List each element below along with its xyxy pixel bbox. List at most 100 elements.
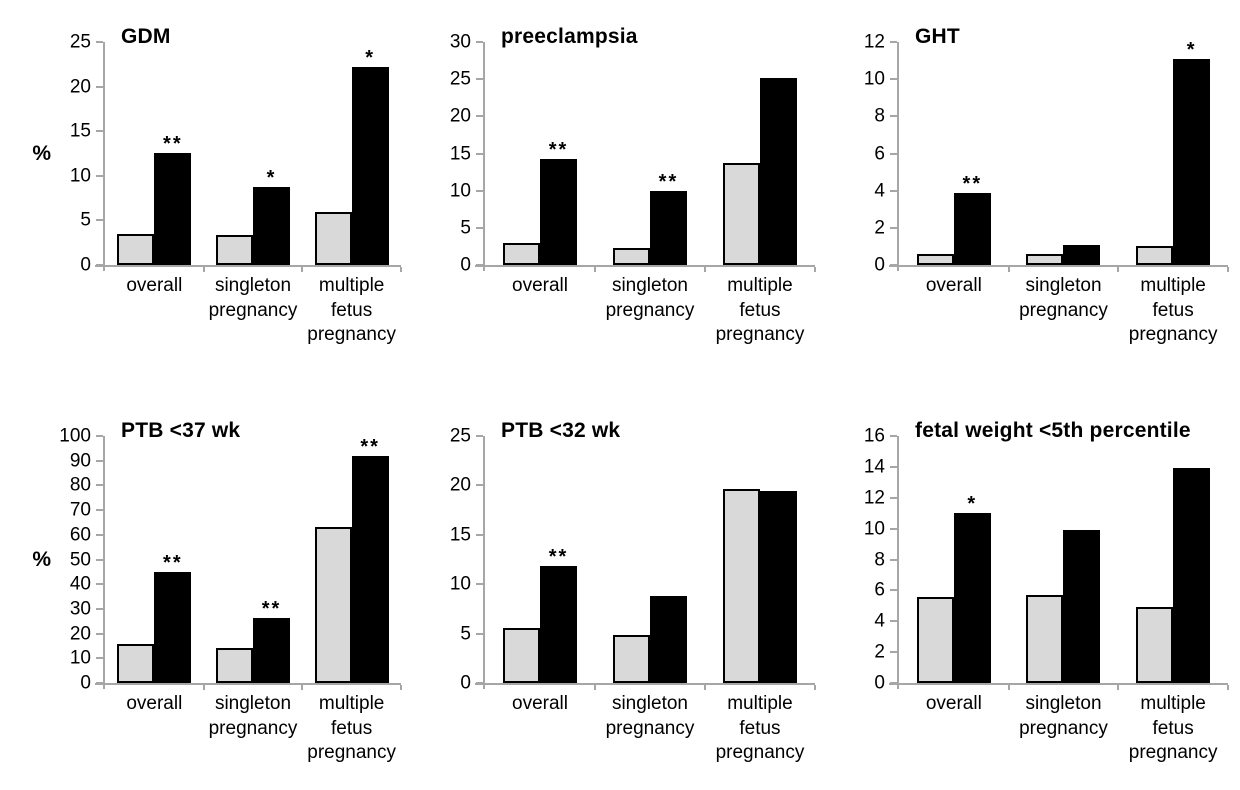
black-bar: ** (154, 134, 192, 265)
gray-bar (1026, 595, 1064, 684)
x-category-label-overall: overall (485, 274, 595, 348)
black-bar: * (953, 494, 991, 684)
gray-bar (612, 247, 650, 265)
plot-area: GDM% 0 5 10 15 20 25 ** * * (32, 25, 402, 275)
bar-group-singleton-pregnancy: * (204, 42, 303, 265)
x-axis-line (475, 265, 815, 267)
significance-marker: * (967, 493, 978, 516)
y-tick-label: 20 (69, 623, 91, 645)
x-axis-labels: overall singleton pregnancy multiple fetus pr… (0, 683, 413, 766)
x-tick (593, 685, 596, 691)
y-tick-label: 70 (69, 499, 91, 521)
x-tick (704, 685, 706, 691)
x-category-label-line: overall (126, 275, 183, 296)
y-tick-label: 20 (69, 76, 91, 98)
gray-bar (612, 634, 650, 684)
x-axis-labels: overall singleton pregnancy multiple fetus pr… (413, 265, 827, 348)
x-tick (301, 685, 304, 691)
black-bar (759, 78, 797, 265)
significance-marker: * (365, 46, 376, 69)
bar-group-multiple-fetus-pregnancy (705, 42, 815, 265)
x-tick (593, 267, 596, 272)
x-category-label-line: overall (925, 275, 982, 296)
x-category-label-line: pregnancy (1019, 299, 1108, 321)
x-category-label-overall: overall (485, 692, 595, 766)
y-tick-label: 5 (460, 623, 471, 645)
gray-bar (215, 234, 253, 265)
x-axis-line (475, 683, 815, 686)
black-bar (1063, 530, 1101, 684)
bar-group-multiple-fetus-pregnancy (705, 436, 815, 684)
y-tick-label: 10 (863, 68, 885, 90)
x-category-label-line: fetus (331, 299, 373, 321)
bar-group-overall: ** (485, 42, 595, 265)
x-category-label-line: pregnancy (715, 742, 805, 764)
chart-title: fetal weight <5th percentile (915, 419, 1191, 443)
y-tick-label: 100 (59, 425, 91, 447)
x-category-label-overall: overall (105, 274, 204, 348)
significance-marker: * (266, 166, 277, 189)
chart-ptb-37-wk: PTB <37 wk% 0 10 20 30 40 50 60 70 80 90 100 ** ** ** o… (0, 419, 413, 766)
gray-bar (117, 643, 155, 684)
y-tick (96, 558, 103, 561)
x-tick (1117, 267, 1120, 272)
y-tick (96, 41, 103, 43)
x-tick (1117, 685, 1120, 691)
x-category-label-line: fetus (331, 717, 373, 739)
plot-wrap: PTB <32 wk 0 5 10 15 20 25 ** (413, 419, 827, 693)
x-category-label-line: pregnancy (208, 299, 298, 321)
y-tick (890, 78, 897, 81)
x-category-label-multiple-fetus-pregnancy: multiple fetus pregnancy (1118, 692, 1228, 766)
y-tick-label: 12 (863, 31, 885, 53)
black-bar: * (351, 48, 389, 265)
y-tick-label: 2 (874, 641, 885, 663)
y-tick (890, 264, 897, 266)
y-axis-line (103, 436, 105, 690)
y-tick-label: 15 (449, 143, 471, 164)
y-tick (96, 657, 103, 660)
y-tick (96, 219, 103, 222)
y-tick-label: 0 (460, 254, 471, 276)
x-category-label-line: pregnancy (1128, 742, 1218, 764)
y-axis-line (483, 42, 485, 271)
black-bar: ** (539, 547, 577, 684)
x-category-label-line: fetus (739, 299, 781, 321)
y-tick (476, 78, 483, 81)
x-category-label-overall: overall (899, 274, 1009, 348)
x-category-label-line: fetus (1152, 299, 1194, 321)
y-tick (476, 226, 483, 229)
x-axis-line (95, 683, 401, 686)
significance-marker: ** (548, 138, 569, 161)
y-tick-label: 50 (69, 549, 91, 571)
gray-bar (916, 596, 954, 684)
chart-title: preeclampsia (501, 25, 638, 48)
bar-group-multiple-fetus-pregnancy: * (1118, 40, 1228, 265)
x-category-label-line: overall (126, 693, 183, 715)
x-category-label-singleton-pregnancy: singleton pregnancy (204, 692, 303, 766)
y-tick-label: 25 (69, 31, 91, 53)
x-axis-labels: overall singleton pregnancy multiple fetus pr… (413, 683, 827, 766)
y-tick (96, 533, 103, 536)
y-axis-line (483, 436, 485, 690)
y-tick (476, 632, 483, 635)
x-category-label-line: multiple (727, 693, 793, 715)
x-axis-line (95, 265, 401, 267)
y-tick-label: 5 (460, 217, 471, 239)
x-category-label-multiple-fetus-pregnancy: multiple fetus pregnancy (302, 692, 401, 766)
y-tick (890, 115, 897, 118)
plot-area: GHT 0 2 4 6 8 10 12 ** * (864, 25, 1229, 275)
x-category-label-overall: overall (105, 692, 204, 766)
x-tick (1227, 267, 1229, 272)
y-tick-label: 8 (874, 105, 885, 127)
x-category-label-line: pregnancy (307, 324, 396, 346)
y-tick (96, 583, 103, 586)
bar-group-singleton-pregnancy (595, 436, 705, 684)
x-category-label-line: singleton (214, 693, 292, 715)
x-category-label-line: singleton (214, 275, 292, 296)
y-tick-label: 10 (863, 518, 885, 540)
x-category-label-line: fetus (1152, 717, 1194, 739)
y-tick (890, 589, 897, 592)
gray-bar (722, 163, 760, 265)
chart-title: PTB <32 wk (501, 419, 621, 443)
y-tick-label: 30 (449, 31, 471, 53)
